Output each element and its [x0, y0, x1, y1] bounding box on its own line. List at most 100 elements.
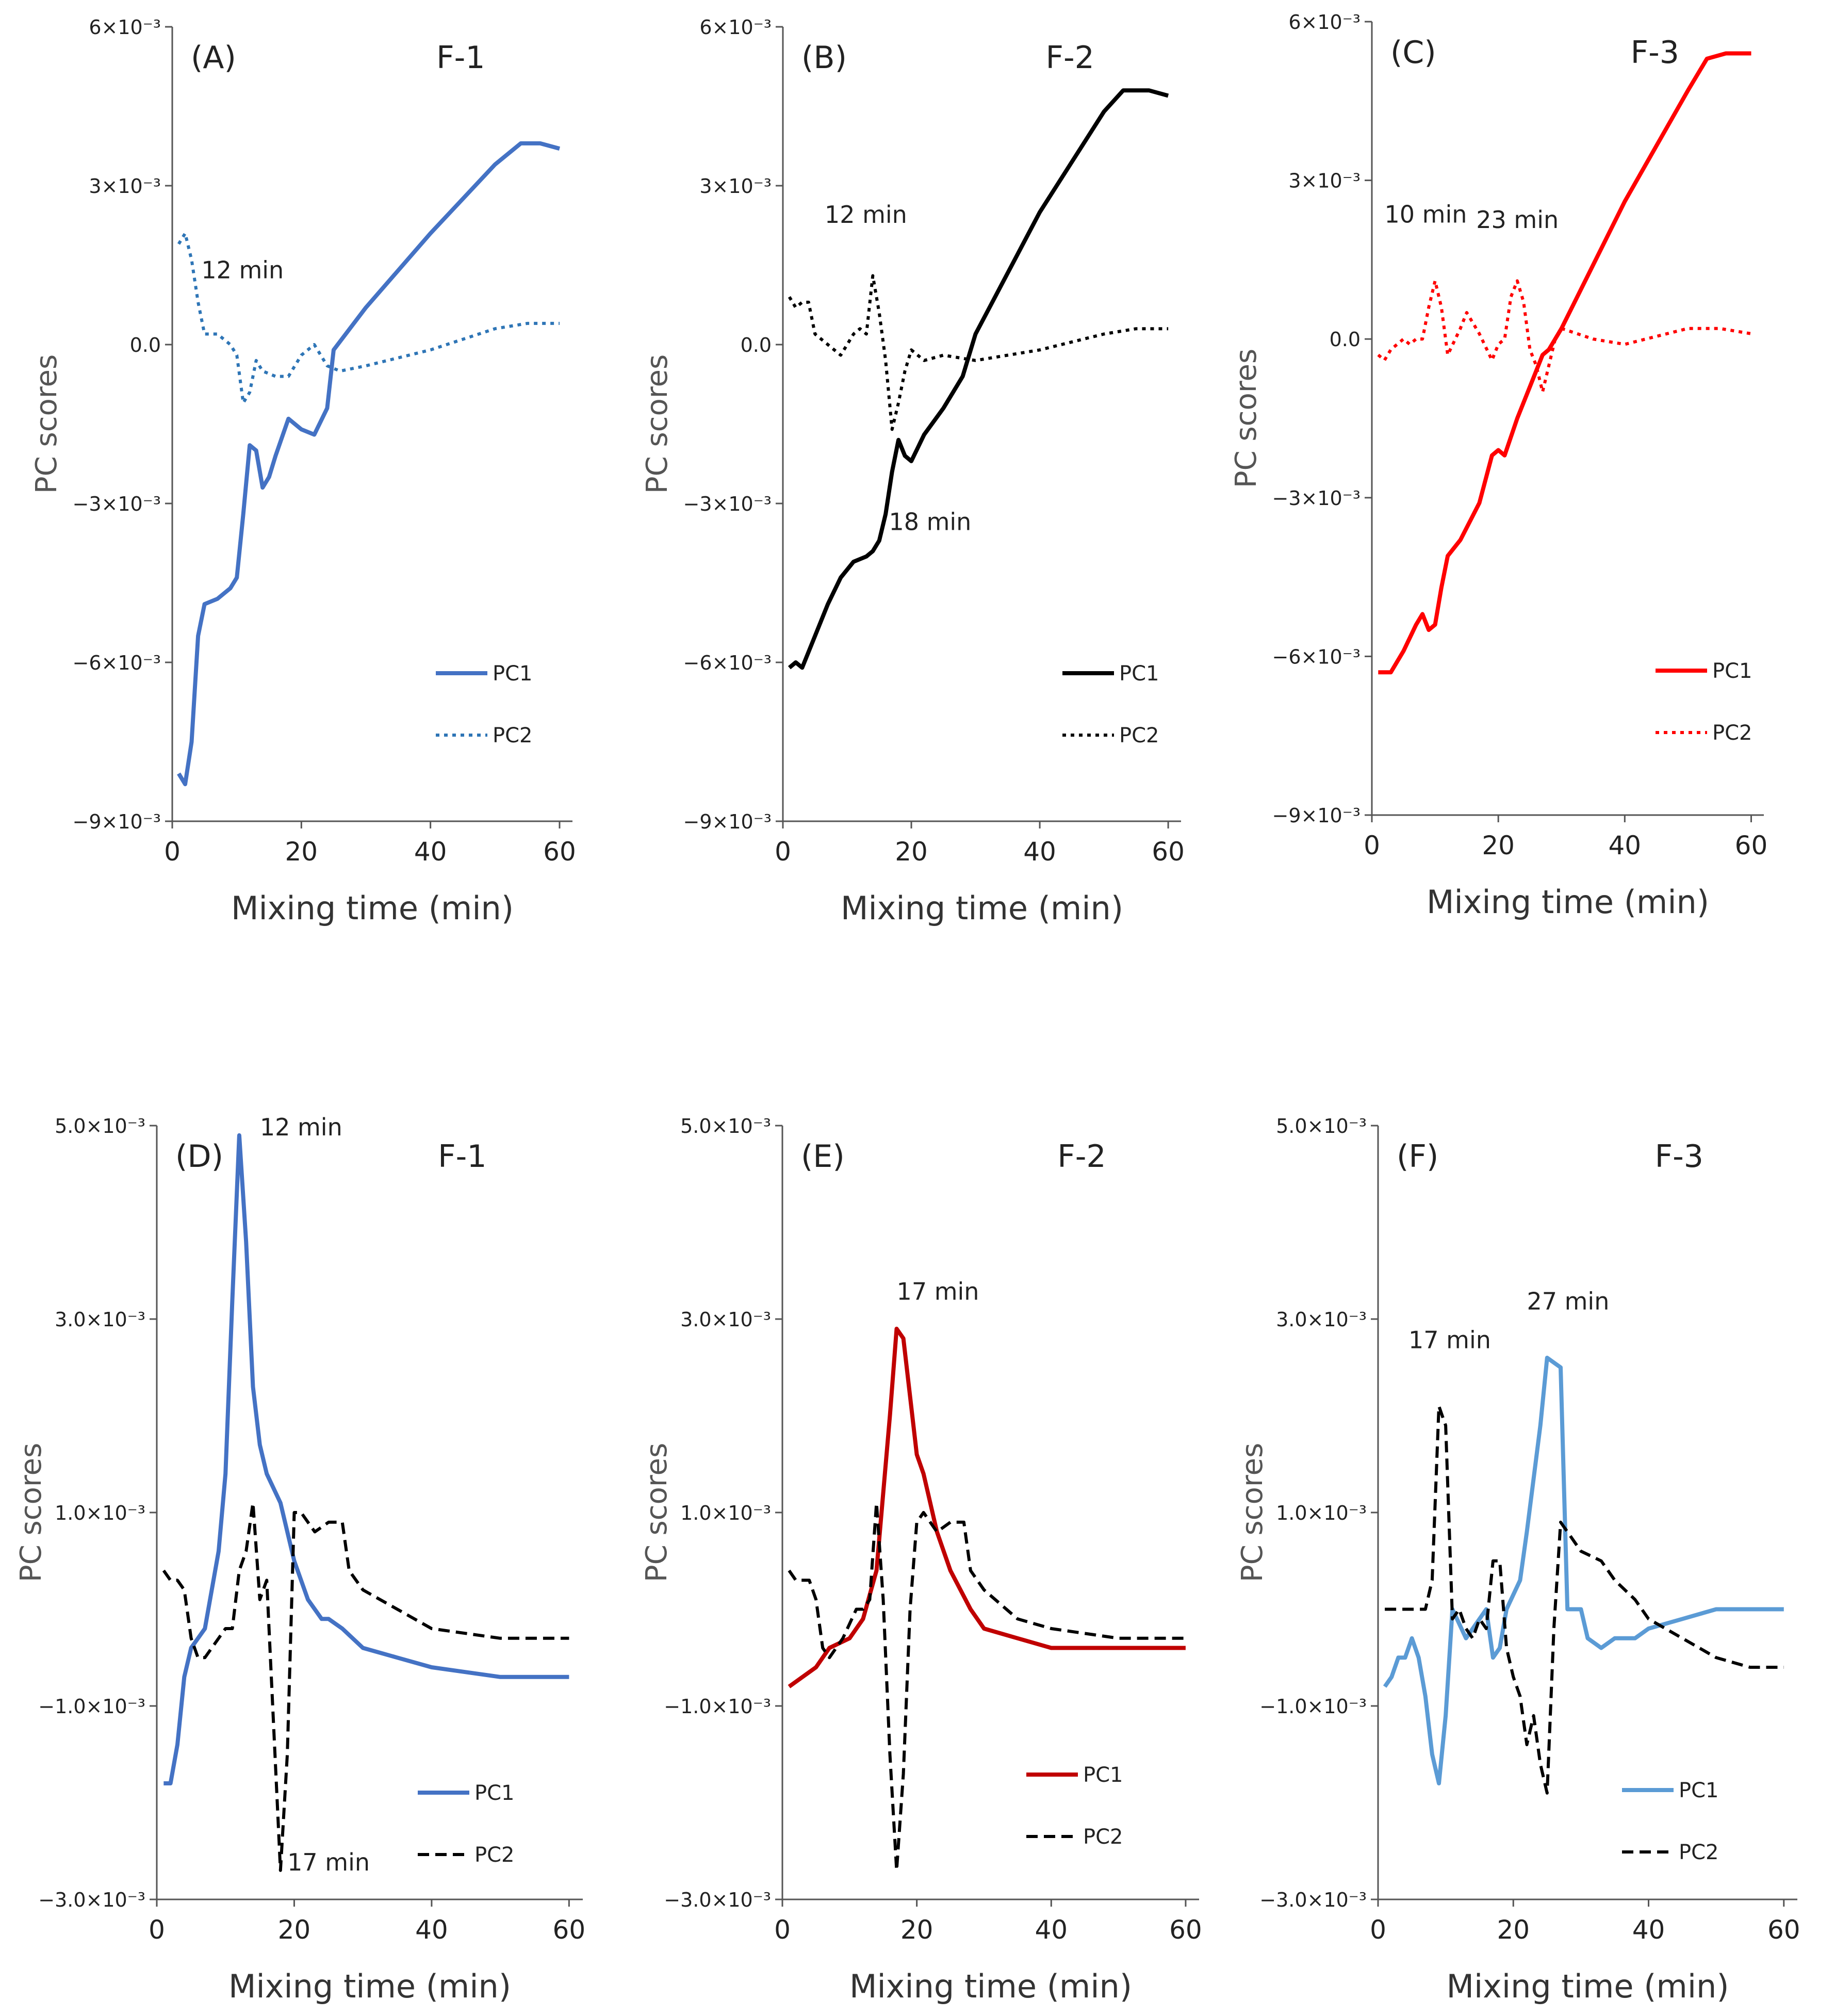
panel-label: (D) [175, 1139, 223, 1175]
y-tick-label: 3×10⁻³ [699, 175, 772, 198]
y-tick-label: −9×10⁻³ [72, 810, 161, 833]
panel-label: (E) [801, 1139, 845, 1175]
x-tick-label: 60 [553, 1915, 586, 1945]
chart-panel-5: 5.0×10⁻³ 3.0×10⁻³ 1.0×10⁻³ −1.0×10⁻³ −3.0×10… [640, 1115, 1202, 2005]
panel-title: F-3 [1631, 35, 1679, 71]
x-tick-label: 60 [543, 837, 576, 867]
y-tick-label: −6×10⁻³ [72, 652, 161, 674]
annotation-label: 18 min [889, 508, 971, 535]
x-tick-label: 20 [285, 837, 318, 867]
y-tick-label: 3×10⁻³ [89, 175, 161, 198]
y-tick-label: −6×10⁻³ [683, 652, 772, 674]
y-tick-label: 6×10⁻³ [89, 16, 161, 39]
y-tick-label: −3×10⁻³ [72, 493, 161, 515]
series-line-pc1 [163, 1133, 569, 1785]
legend-label-pc2: PC2 [1119, 724, 1159, 747]
series-line-pc1 [177, 141, 561, 787]
annotation-label: 27 min [1527, 1287, 1609, 1315]
y-tick-label: 0.0 [1330, 328, 1361, 351]
x-tick-label: 40 [1035, 1915, 1068, 1945]
legend-label-pc2: PC2 [474, 1843, 515, 1867]
series-line-pc1 [788, 88, 1169, 670]
x-tick-label: 60 [1735, 831, 1768, 860]
legend-label-pc1: PC1 [474, 1781, 515, 1805]
chart-panel-2: 6×10⁻³ 3×10⁻³ 0.0 −3×10⁻³ −6×10⁻³ −9×10⁻³0 20 4… [641, 16, 1185, 927]
y-axis-title: PC scores [30, 354, 63, 494]
y-tick-label: 5.0×10⁻³ [55, 1115, 145, 1137]
y-tick-label: 3×10⁻³ [1288, 170, 1361, 192]
x-axis-title: Mixing time (min) [231, 889, 514, 927]
x-tick-label: 60 [1152, 837, 1185, 867]
annotation-label: 23 min [1476, 206, 1559, 234]
x-tick-label: 0 [164, 837, 181, 867]
legend-label-pc1: PC1 [1119, 662, 1159, 686]
x-tick-label: 20 [900, 1915, 933, 1945]
panel-title: F-1 [438, 1139, 486, 1175]
x-tick-label: 20 [895, 837, 928, 867]
series-line-pc2 [1377, 279, 1751, 394]
legend-label-pc2: PC2 [493, 724, 533, 747]
x-tick-label: 0 [774, 1915, 791, 1945]
annotation-label: 17 min [1408, 1326, 1491, 1354]
chart-panel-6: 5.0×10⁻³ 3.0×10⁻³ 1.0×10⁻³ −1.0×10⁻³ −3.0×10… [1236, 1115, 1800, 2005]
panel-label: (C) [1390, 35, 1436, 71]
panel-title: F-2 [1046, 40, 1094, 76]
x-tick-label: 20 [1482, 831, 1515, 860]
legend-label-pc1: PC1 [1083, 1763, 1123, 1787]
x-tick-label: 40 [414, 837, 447, 867]
x-tick-label: 20 [278, 1915, 311, 1945]
y-axis-title: PC scores [1236, 1443, 1269, 1582]
panel-title: F-2 [1057, 1139, 1106, 1175]
y-tick-label: 3.0×10⁻³ [1276, 1308, 1367, 1331]
y-axis-title: PC scores [640, 1443, 674, 1582]
y-tick-label: 0.0 [741, 334, 772, 356]
y-tick-label: 6×10⁻³ [1288, 11, 1361, 34]
x-tick-label: 40 [1609, 831, 1642, 860]
y-tick-label: 1.0×10⁻³ [55, 1502, 145, 1524]
y-tick-label: −9×10⁻³ [1272, 804, 1361, 827]
y-tick-label: 1.0×10⁻³ [680, 1502, 771, 1524]
x-tick-label: 0 [1364, 831, 1380, 860]
chart-panel-3: 6×10⁻³ 3×10⁻³ 0.0 −3×10⁻³ −6×10⁻³ −9×10⁻³0 20 4… [1230, 11, 1767, 921]
x-tick-label: 40 [1632, 1915, 1665, 1945]
x-axis-title: Mixing time (min) [841, 889, 1123, 927]
legend-label-pc2: PC2 [1083, 1825, 1123, 1849]
x-axis-title: Mixing time (min) [1446, 1968, 1729, 2005]
y-tick-label: −6×10⁻³ [1272, 645, 1361, 668]
annotation-label: 12 min [201, 256, 284, 284]
legend-label-pc1: PC1 [1712, 659, 1752, 683]
panel-label: (F) [1397, 1139, 1438, 1175]
series-line-pc2 [1385, 1404, 1784, 1795]
series-line-pc1 [1383, 1356, 1784, 1785]
y-tick-label: −3×10⁻³ [683, 493, 772, 515]
x-tick-label: 0 [149, 1915, 165, 1945]
y-tick-label: −3.0×10⁻³ [664, 1889, 771, 1911]
y-axis-title: PC scores [14, 1443, 48, 1582]
y-axis-title: PC scores [641, 354, 674, 494]
annotation-label: 17 min [287, 1848, 370, 1876]
y-tick-label: −1.0×10⁻³ [38, 1695, 145, 1718]
panel-label: (A) [191, 40, 236, 76]
x-tick-label: 40 [415, 1915, 448, 1945]
y-tick-label: 3.0×10⁻³ [680, 1308, 771, 1331]
annotation-label: 17 min [897, 1278, 979, 1306]
x-tick-label: 60 [1767, 1915, 1800, 1945]
x-tick-label: 20 [1497, 1915, 1530, 1945]
legend-label-pc1: PC1 [1679, 1779, 1719, 1802]
legend-label-pc1: PC1 [493, 662, 533, 686]
series-line-pc2 [788, 1501, 1186, 1872]
y-tick-label: 5.0×10⁻³ [680, 1115, 771, 1137]
y-tick-label: 1.0×10⁻³ [1276, 1502, 1367, 1524]
annotation-label: 12 min [825, 201, 907, 229]
y-tick-label: 0.0 [130, 334, 161, 356]
y-tick-label: 5.0×10⁻³ [1276, 1115, 1367, 1137]
y-tick-label: 6×10⁻³ [699, 16, 772, 39]
series-line-pc1 [1378, 51, 1751, 675]
panel-title: F-3 [1655, 1139, 1703, 1175]
y-tick-label: −3.0×10⁻³ [1259, 1889, 1367, 1911]
y-tick-label: −3×10⁻³ [1272, 487, 1361, 510]
x-tick-label: 0 [1370, 1915, 1386, 1945]
legend-label-pc2: PC2 [1712, 721, 1752, 745]
y-axis-title: PC scores [1230, 349, 1263, 488]
